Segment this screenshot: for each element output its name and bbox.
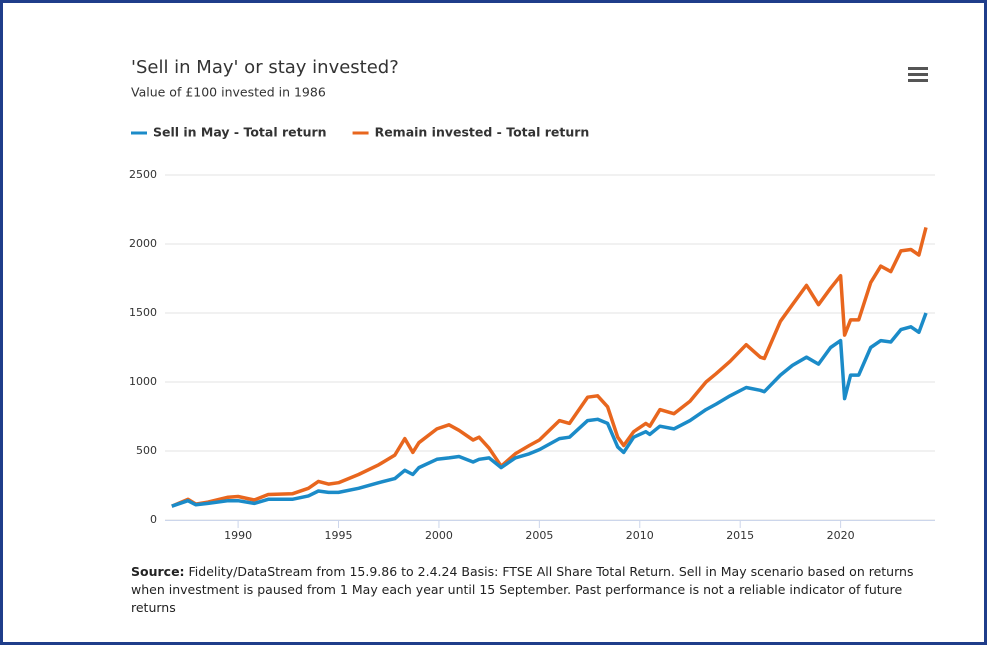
menu-bar xyxy=(908,79,928,82)
y-tick-label: 2000 xyxy=(129,237,157,250)
chart-title: 'Sell in May' or stay invested? xyxy=(131,57,399,78)
y-tick-label: 1000 xyxy=(129,375,157,388)
x-tick-label: 1995 xyxy=(325,529,353,542)
y-tick-label: 500 xyxy=(136,444,157,457)
source-text: Fidelity/DataStream from 15.9.86 to 2.4.… xyxy=(131,564,914,615)
menu-bar xyxy=(908,67,928,70)
y-tick-label: 0 xyxy=(150,513,157,526)
x-tick-label: 2015 xyxy=(726,529,754,542)
series-line xyxy=(171,226,928,508)
y-tick-label: 2500 xyxy=(129,168,157,181)
x-tick-label: 2010 xyxy=(626,529,654,542)
source-note: Source: Fidelity/DataStream from 15.9.86… xyxy=(131,563,931,617)
legend-label: Sell in May - Total return xyxy=(153,125,327,140)
source-label: Source: xyxy=(131,564,185,579)
x-tick-label: 2000 xyxy=(425,529,453,542)
x-tick-label: 2005 xyxy=(525,529,553,542)
y-tick-label: 1500 xyxy=(129,306,157,319)
legend-item[interactable]: Sell in May - Total return xyxy=(131,125,327,140)
menu-icon[interactable] xyxy=(908,67,928,82)
x-tick-label: 1990 xyxy=(224,529,252,542)
series-line xyxy=(171,312,928,508)
menu-bar xyxy=(908,73,928,76)
legend-label: Remain invested - Total return xyxy=(375,125,590,140)
x-tick-label: 2020 xyxy=(827,529,855,542)
chart-subtitle: Value of £100 invested in 1986 xyxy=(131,85,326,100)
legend-item[interactable]: Remain invested - Total return xyxy=(352,125,590,140)
